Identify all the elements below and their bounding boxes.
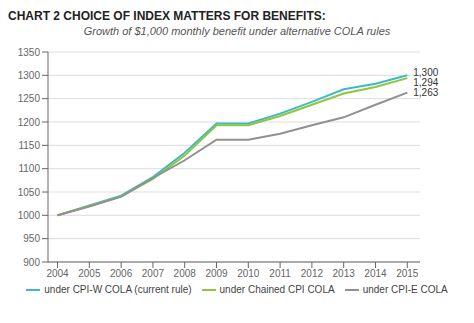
svg-text:1,300: 1,300 [413,66,439,78]
html-text:under Chained CPI COLA: under Chained CPI COLA [219,284,335,295]
html-text:under CPI-E COLA: under CPI-E COLA [362,284,448,295]
svg-text:950: 950 [23,233,40,244]
svg-text:2008: 2008 [174,268,197,279]
svg-text:1200: 1200 [18,117,41,128]
html-text:CHART 2 CHOICE OF INDEX MATTER: CHART 2 CHOICE OF INDEX MATTERS FOR BENE… [8,9,326,23]
svg-text:1150: 1150 [18,140,40,151]
svg-text:1,294: 1,294 [413,76,439,88]
svg-text:2011: 2011 [269,268,291,279]
html-text:under CPI-W COLA (current rule: under CPI-W COLA (current rule) [44,284,192,295]
svg-text:1050: 1050 [18,187,41,198]
svg-text:2004: 2004 [46,268,69,279]
svg-text:2010: 2010 [237,268,260,279]
svg-text:1100: 1100 [18,163,40,174]
svg-text:2007: 2007 [142,268,165,279]
html-text:Growth of $1,000 monthly benef: Growth of $1,000 monthly benefit under a… [83,25,391,37]
svg-text:1000: 1000 [18,210,41,221]
svg-text:2014: 2014 [364,268,387,279]
svg-text:2006: 2006 [110,268,133,279]
svg-text:1,263: 1,263 [413,87,438,98]
svg-text:1350: 1350 [18,47,41,58]
svg-text:2013: 2013 [333,268,356,279]
svg-text:2012: 2012 [301,268,324,279]
svg-text:2005: 2005 [78,268,101,279]
svg-text:2015: 2015 [396,268,419,279]
svg-text:2009: 2009 [205,268,228,279]
svg-text:1300: 1300 [18,70,41,81]
svg-text:900: 900 [23,257,40,268]
svg-text:1250: 1250 [18,93,41,104]
